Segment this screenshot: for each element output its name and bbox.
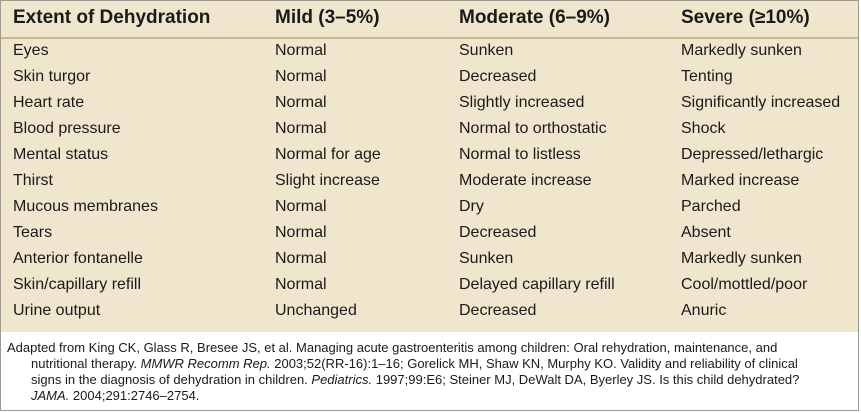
table-row: Anterior fontanelle Normal Sunken Markedly … bbox=[1, 247, 858, 273]
table-row: Mucous membranes Normal Dry Parched bbox=[1, 195, 858, 221]
footnote-journal: MMWR Recomm Rep. bbox=[140, 356, 271, 371]
cell-moderate: Slightly increased bbox=[459, 94, 585, 111]
cell-severe: Marked increase bbox=[681, 172, 800, 189]
cell-moderate: Normal to listless bbox=[459, 146, 581, 163]
cell-severe: Markedly sunken bbox=[681, 42, 802, 59]
footnote-journal: JAMA. bbox=[31, 388, 70, 403]
header-severe: Severe (≥10%) bbox=[681, 7, 810, 28]
row-label: Skin/capillary refill bbox=[13, 276, 142, 293]
table-row: Skin/capillary refill Normal Delayed capil… bbox=[1, 273, 858, 299]
table-row: Thirst Slight increase Moderate increase Ma… bbox=[1, 169, 858, 195]
cell-severe: Parched bbox=[681, 198, 741, 215]
table-row: Urine output Unchanged Decreased Anuric bbox=[1, 299, 858, 325]
cell-moderate: Decreased bbox=[459, 68, 537, 85]
footnote-line-1: Adapted from King CK, Glass R, Bresee JS… bbox=[7, 340, 778, 355]
cell-mild: Normal bbox=[275, 250, 327, 267]
cell-mild: Unchanged bbox=[275, 302, 357, 319]
cell-mild: Normal bbox=[275, 276, 327, 293]
cell-severe: Shock bbox=[681, 120, 726, 137]
row-label: Mental status bbox=[13, 146, 109, 163]
header-extent: Extent of Dehydration bbox=[13, 7, 211, 28]
cell-mild: Normal bbox=[275, 224, 327, 241]
cell-mild: Normal bbox=[275, 94, 327, 111]
row-label: Blood pressure bbox=[13, 120, 121, 137]
cell-moderate: Delayed capillary refill bbox=[459, 276, 615, 293]
cell-moderate: Sunken bbox=[459, 42, 514, 59]
cell-mild: Normal for age bbox=[275, 146, 381, 163]
row-label: Skin turgor bbox=[13, 68, 91, 85]
footnote-text: 2004;291:2746–2754. bbox=[69, 388, 200, 403]
table-row: Mental status Normal for age Normal to lis… bbox=[1, 143, 858, 169]
cell-moderate: Sunken bbox=[459, 250, 514, 267]
footnote-line-3: signs in the diagnosis of dehydration in… bbox=[7, 372, 847, 388]
footnote-text: nutritional therapy. bbox=[31, 356, 141, 371]
table-row: Eyes Normal Sunken Markedly sunken bbox=[1, 39, 858, 65]
header-moderate: Moderate (6–9%) bbox=[459, 7, 610, 28]
row-label: Thirst bbox=[13, 172, 53, 189]
cell-moderate: Dry bbox=[459, 198, 484, 215]
cell-mild: Normal bbox=[275, 120, 327, 137]
cell-moderate: Moderate increase bbox=[459, 172, 592, 189]
cell-severe: Cool/mottled/poor bbox=[681, 276, 808, 293]
cell-severe: Markedly sunken bbox=[681, 250, 802, 267]
table-row: Blood pressure Normal Normal to orthostati… bbox=[1, 117, 858, 143]
cell-severe: Significantly increased bbox=[681, 94, 841, 111]
header-mild: Mild (3–5%) bbox=[275, 7, 380, 28]
table-row: Heart rate Normal Slightly increased Signif… bbox=[1, 91, 858, 117]
row-label: Heart rate bbox=[13, 94, 85, 111]
cell-mild: Normal bbox=[275, 42, 327, 59]
cell-mild: Normal bbox=[275, 198, 327, 215]
footnote-journal: Pediatrics. bbox=[311, 372, 373, 387]
cell-moderate: Decreased bbox=[459, 224, 537, 241]
cell-mild: Normal bbox=[275, 68, 327, 85]
footnote-text: 1997;99:E6; Steiner MJ, DeWalt DA, Byerl… bbox=[372, 372, 800, 387]
footnote-line-2: nutritional therapy. MMWR Recomm Rep. 20… bbox=[7, 356, 847, 372]
cell-mild: Slight increase bbox=[275, 172, 380, 189]
cell-moderate: Decreased bbox=[459, 302, 537, 319]
table-footnote: Adapted from King CK, Glass R, Bresee JS… bbox=[7, 340, 847, 404]
table-row: Tears Normal Decreased Absent bbox=[1, 221, 858, 247]
cell-severe: Tenting bbox=[681, 68, 733, 85]
cell-severe: Anuric bbox=[681, 302, 727, 319]
row-label: Urine output bbox=[13, 302, 101, 319]
cell-severe: Depressed/lethargic bbox=[681, 146, 824, 163]
footnote-text: signs in the diagnosis of dehydration in… bbox=[31, 372, 312, 387]
row-label: Eyes bbox=[13, 42, 49, 59]
row-label: Anterior fontanelle bbox=[13, 250, 143, 267]
table-header-row: Extent of Dehydration Mild (3–5%) Modera… bbox=[1, 1, 858, 39]
footnote-line-4: JAMA. 2004;291:2746–2754. bbox=[7, 388, 847, 404]
footnote-text: 2003;52(RR-16):1–16; Gorelick MH, Shaw K… bbox=[270, 356, 798, 371]
row-label: Mucous membranes bbox=[13, 198, 158, 215]
dehydration-table: Extent of Dehydration Mild (3–5%) Modera… bbox=[1, 1, 858, 332]
cell-moderate: Normal to orthostatic bbox=[459, 120, 607, 137]
row-label: Tears bbox=[13, 224, 53, 241]
table-row: Skin turgor Normal Decreased Tenting bbox=[1, 65, 858, 91]
cell-severe: Absent bbox=[681, 224, 731, 241]
